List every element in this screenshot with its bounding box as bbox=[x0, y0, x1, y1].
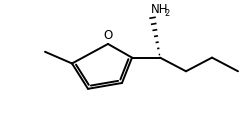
Text: O: O bbox=[103, 29, 113, 42]
Text: 2: 2 bbox=[164, 9, 169, 18]
Text: NH: NH bbox=[151, 3, 168, 16]
